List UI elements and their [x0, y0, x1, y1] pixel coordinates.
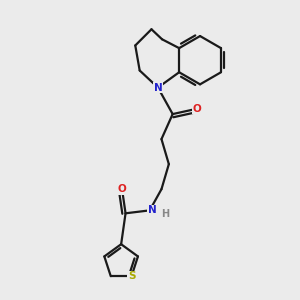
Text: N: N	[154, 82, 162, 93]
Text: S: S	[128, 271, 135, 281]
Text: O: O	[192, 104, 201, 114]
Text: O: O	[118, 184, 126, 194]
Text: H: H	[161, 209, 169, 219]
Text: N: N	[148, 206, 156, 215]
